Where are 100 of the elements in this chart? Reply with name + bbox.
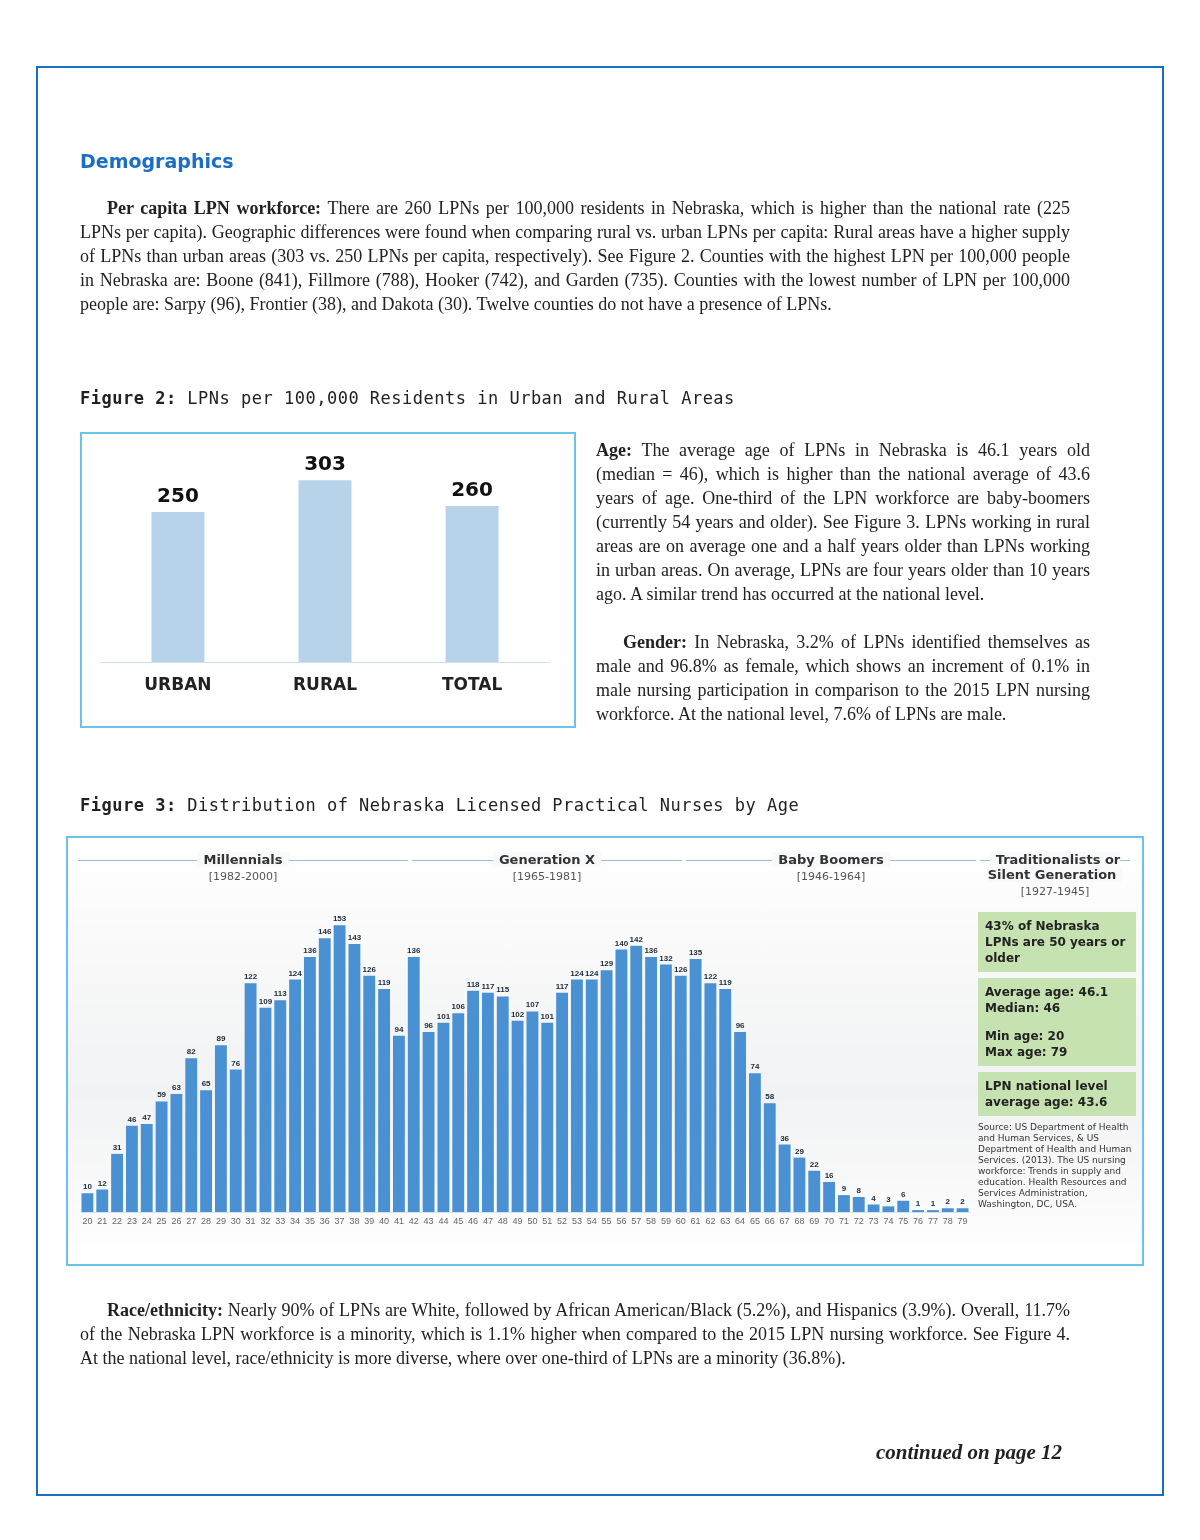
data-label: 102 [510,1009,525,1019]
bar [229,1069,242,1212]
bar [882,1206,895,1212]
chart-title: Figure 2: LPNs per 100,000 Residents in Urban and Rural Areas [80,388,735,408]
bar [674,975,687,1212]
data-label: 31 [112,1142,123,1152]
bar [823,1182,836,1212]
text: Race/ethnicity: Nearly 90% of LPNs are White, followed by African American/Black (5.2%), and Hispanics (3.9%). Overall, 11.7% of the Nebraska LPN workforce is a minority, which is 1.1% higher when compared to the 2015 LPN nursing workforce. See Figure 4. At the national level, race/ethnicity is more diverse, where over one-third of LPNs are a minority (36.8%). [80,1299,1070,1370]
x-tick-label: 42 [408,1215,419,1226]
bar [511,1020,524,1212]
bar [452,1013,465,1212]
bar [719,988,732,1212]
data-label: 109 [258,996,273,1006]
data-label: 4 [871,1193,877,1203]
bar [214,1045,227,1212]
bar [363,975,376,1212]
x-tick-label: 60 [675,1215,686,1226]
bar [467,990,480,1212]
data-label: 96 [424,1021,434,1030]
x-tick-label: 24 [141,1215,152,1226]
text: 43% of Nebraska LPNs are 50 years or older [978,912,1136,972]
x-tick-label: 26 [171,1215,182,1226]
text: Age: The average age of LPNs in Nebraska is 46.1 years old (median = 46), which is higher than the national average of 43.6 years of age. One-third of the LPN workforce are baby-boomers (currently 54 years and older). See Figure 3. LPNs working in rural areas are on average one and a half years older than LPNs working in urban areas. On average, LPNs are four years older than 10 years ago. A similar trend has occurred at the national level. [596,439,1090,606]
x-tick-label: 46 [468,1215,479,1226]
data-label: 74 [750,1062,760,1072]
x-tick-label: 29 [215,1215,226,1226]
data-label: 113 [273,989,288,999]
data-label: 117 [555,981,570,991]
x-tick-label: 56 [616,1215,627,1226]
data-label: 59 [157,1090,167,1100]
x-tick-label: 20 [82,1215,93,1226]
bar [556,992,569,1212]
data-label: 122 [703,972,718,982]
text: Baby Boomers [772,852,890,867]
bar [125,1125,138,1212]
bar [348,943,361,1212]
data-label: 129 [599,959,614,969]
x-tick-label: 40 [379,1215,390,1226]
x-tick-label: 54 [586,1215,597,1226]
x-tick-label: 22 [112,1215,123,1226]
x-tick-label: 55 [601,1215,612,1226]
bar [526,1011,539,1212]
bar [111,1153,124,1212]
x-tick-label: 44 [438,1215,449,1226]
bar [793,1157,806,1212]
bar [600,970,613,1212]
x-tick-label: 23 [126,1215,137,1226]
bar [437,1022,450,1212]
source-note: Source: US Department of Health and Human Services, & US Department of Health and Human Services. (2013). The US nursing workforce: Trends in supply and education. Health Resources and Services Administration, Washington, DC, USA. [978,1122,1133,1210]
x-tick-label: 73 [868,1215,879,1226]
data-label: 132 [659,953,674,963]
bar [615,949,628,1212]
text: Demographics [80,150,234,172]
bar [630,945,643,1212]
bar [541,1022,554,1212]
data-label: 1 [930,1199,936,1209]
x-tick-label: 77 [927,1215,938,1226]
data-label: 260 [451,477,493,501]
x-tick-label: 70 [824,1215,835,1226]
bar [81,1193,94,1212]
data-label: 76 [231,1058,241,1068]
bar [867,1204,880,1212]
data-label: 94 [394,1024,404,1034]
bar [333,925,346,1212]
bar [585,979,598,1212]
data-label: 117 [481,981,495,991]
bar [170,1093,183,1212]
x-tick-label: 71 [838,1215,849,1226]
bar [689,958,702,1212]
bar [734,1032,747,1212]
data-label: 22 [809,1159,820,1169]
data-label: 101 [436,1011,451,1021]
data-label: 122 [243,972,258,982]
x-tick-label: 48 [497,1215,508,1226]
data-label: 2 [945,1197,951,1207]
bar [941,1208,954,1212]
data-label: 135 [688,947,703,957]
x-tick-label: 50 [527,1215,538,1226]
data-label: 10 [82,1182,93,1192]
text: Average age: 46.1 [985,984,1110,1000]
x-tick-label: 76 [913,1215,924,1226]
data-label: 146 [318,927,332,937]
bar [704,983,717,1212]
bar [481,992,494,1212]
text: [1965-1981] [511,870,583,883]
x-tick-label: 21 [97,1215,108,1226]
data-label: 36 [780,1133,790,1143]
x-tick-label: 43 [423,1215,434,1226]
x-tick-label: 33 [275,1215,286,1226]
x-tick-label: 36 [319,1215,330,1226]
data-label: 101 [540,1011,555,1021]
data-label: 126 [362,964,377,974]
data-label: 124 [585,968,599,978]
bar [852,1197,865,1212]
bar [289,979,302,1212]
data-label: 65 [201,1079,212,1089]
data-label: 119 [377,977,392,987]
data-label: 89 [216,1034,226,1044]
data-label: 124 [288,968,303,978]
x-tick-label: 27 [186,1215,197,1226]
